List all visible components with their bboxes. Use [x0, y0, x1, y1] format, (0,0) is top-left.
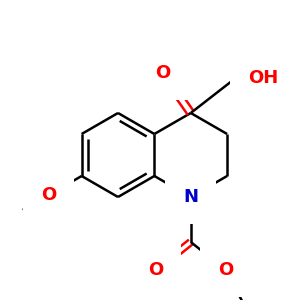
- Text: N: N: [183, 188, 198, 206]
- Text: OH: OH: [248, 69, 278, 87]
- Text: O: O: [148, 261, 164, 279]
- Text: O: O: [218, 261, 233, 279]
- Text: O: O: [155, 64, 170, 82]
- Text: O: O: [41, 186, 56, 204]
